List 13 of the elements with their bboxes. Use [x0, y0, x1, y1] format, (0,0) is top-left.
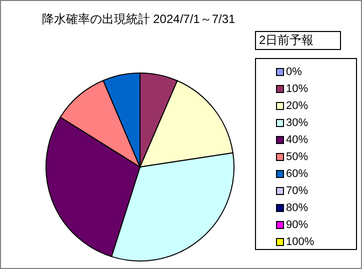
legend-label: 70% — [286, 184, 308, 196]
legend-title: 2日前予報 — [255, 31, 341, 50]
chart-title: 降水確率の出現統計 2024/7/1～7/31 — [40, 11, 236, 28]
legend-label: 100% — [286, 236, 314, 248]
legend-label: 0% — [286, 66, 302, 78]
legend-label: 30% — [286, 116, 308, 128]
legend-label: 60% — [286, 168, 308, 180]
legend-label: 90% — [286, 218, 308, 230]
legend-label: 40% — [286, 134, 308, 146]
legend-label: 10% — [286, 82, 308, 94]
legend-label: 80% — [286, 202, 308, 214]
legend-label: 20% — [286, 100, 308, 112]
legend-label: 50% — [286, 150, 308, 162]
